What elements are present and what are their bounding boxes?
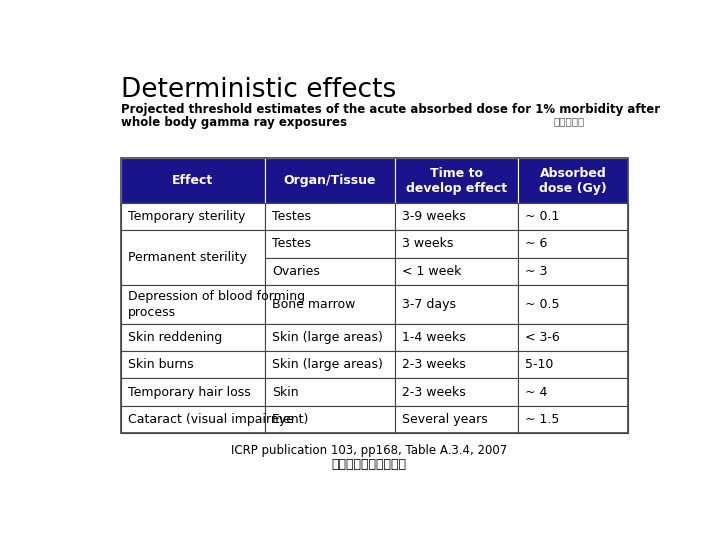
Bar [395,406,518,433]
Text: Skin reddening: Skin reddening [128,331,222,344]
Text: Depression of blood forming
process: Depression of blood forming process [128,290,305,319]
Bar [518,324,629,351]
Text: ~ 3: ~ 3 [525,265,547,278]
Text: Projected threshold estimates of the acute absorbed dose for 1% morbidity after: Projected threshold estimates of the acu… [121,103,660,116]
Bar [121,158,629,433]
Text: Deterministic effects: Deterministic effects [121,77,396,103]
Text: Temporary hair loss: Temporary hair loss [128,386,251,399]
Text: 1-4 weeks: 1-4 weeks [402,331,466,344]
Bar [265,324,395,351]
Text: Organ/Tissue: Organ/Tissue [284,174,376,187]
Bar [395,324,518,351]
Text: 大学等放射施設協議会: 大学等放射施設協議会 [331,458,407,471]
Text: ~ 1.5: ~ 1.5 [525,413,559,426]
Bar [395,258,518,285]
Text: Eye: Eye [272,413,295,426]
Text: ~ 6: ~ 6 [525,238,547,251]
Text: whole body gamma ray exposures: whole body gamma ray exposures [121,116,347,130]
Text: 2-3 weeks: 2-3 weeks [402,359,466,372]
Text: Cataract (visual impairment): Cataract (visual impairment) [128,413,308,426]
Bar [265,203,395,231]
Bar [121,324,265,351]
Bar [265,406,395,433]
Text: Time to
develop effect: Time to develop effect [406,166,507,195]
Text: Effect: Effect [172,174,213,187]
Bar [265,379,395,406]
Bar [518,158,629,203]
Bar [395,231,518,258]
Text: 2-3 weeks: 2-3 weeks [402,386,466,399]
Bar [121,203,265,231]
Text: Skin (large areas): Skin (large areas) [272,359,383,372]
Bar [518,258,629,285]
Bar [395,351,518,379]
Text: ~ 0.5: ~ 0.5 [525,298,559,311]
Bar [121,231,265,285]
Text: Testes: Testes [272,238,311,251]
Text: Ovaries: Ovaries [272,265,320,278]
Text: Skin: Skin [272,386,299,399]
Bar [265,285,395,324]
Bar [518,203,629,231]
Text: ICRP publication 103, pp168, Table A.3.4, 2007: ICRP publication 103, pp168, Table A.3.4… [231,444,507,457]
Bar [265,231,395,258]
Text: 3-7 days: 3-7 days [402,298,456,311]
Text: < 3-6: < 3-6 [525,331,559,344]
Bar [518,406,629,433]
Text: Permanent sterility: Permanent sterility [128,251,247,264]
Bar [121,285,265,324]
Bar [518,285,629,324]
Bar [265,158,395,203]
Bar [395,379,518,406]
Text: 【羅患率】: 【羅患率】 [553,116,585,126]
Bar [395,203,518,231]
Text: Absorbed
dose (Gy): Absorbed dose (Gy) [539,166,607,195]
Bar [121,158,265,203]
Bar [121,379,265,406]
Text: Temporary sterility: Temporary sterility [128,210,246,223]
Bar [121,351,265,379]
Text: Skin burns: Skin burns [128,359,194,372]
Bar [518,379,629,406]
Text: Skin (large areas): Skin (large areas) [272,331,383,344]
Bar [395,285,518,324]
Text: 3 weeks: 3 weeks [402,238,454,251]
Bar [518,231,629,258]
Text: ~ 4: ~ 4 [525,386,547,399]
Bar [265,351,395,379]
Text: Testes: Testes [272,210,311,223]
Text: Several years: Several years [402,413,488,426]
Text: ~ 0.1: ~ 0.1 [525,210,559,223]
Bar [121,406,265,433]
Text: 5-10: 5-10 [525,359,554,372]
Bar [395,158,518,203]
Bar [518,351,629,379]
Text: < 1 week: < 1 week [402,265,462,278]
Text: Bone marrow: Bone marrow [272,298,356,311]
Bar [265,258,395,285]
Text: 3-9 weeks: 3-9 weeks [402,210,466,223]
